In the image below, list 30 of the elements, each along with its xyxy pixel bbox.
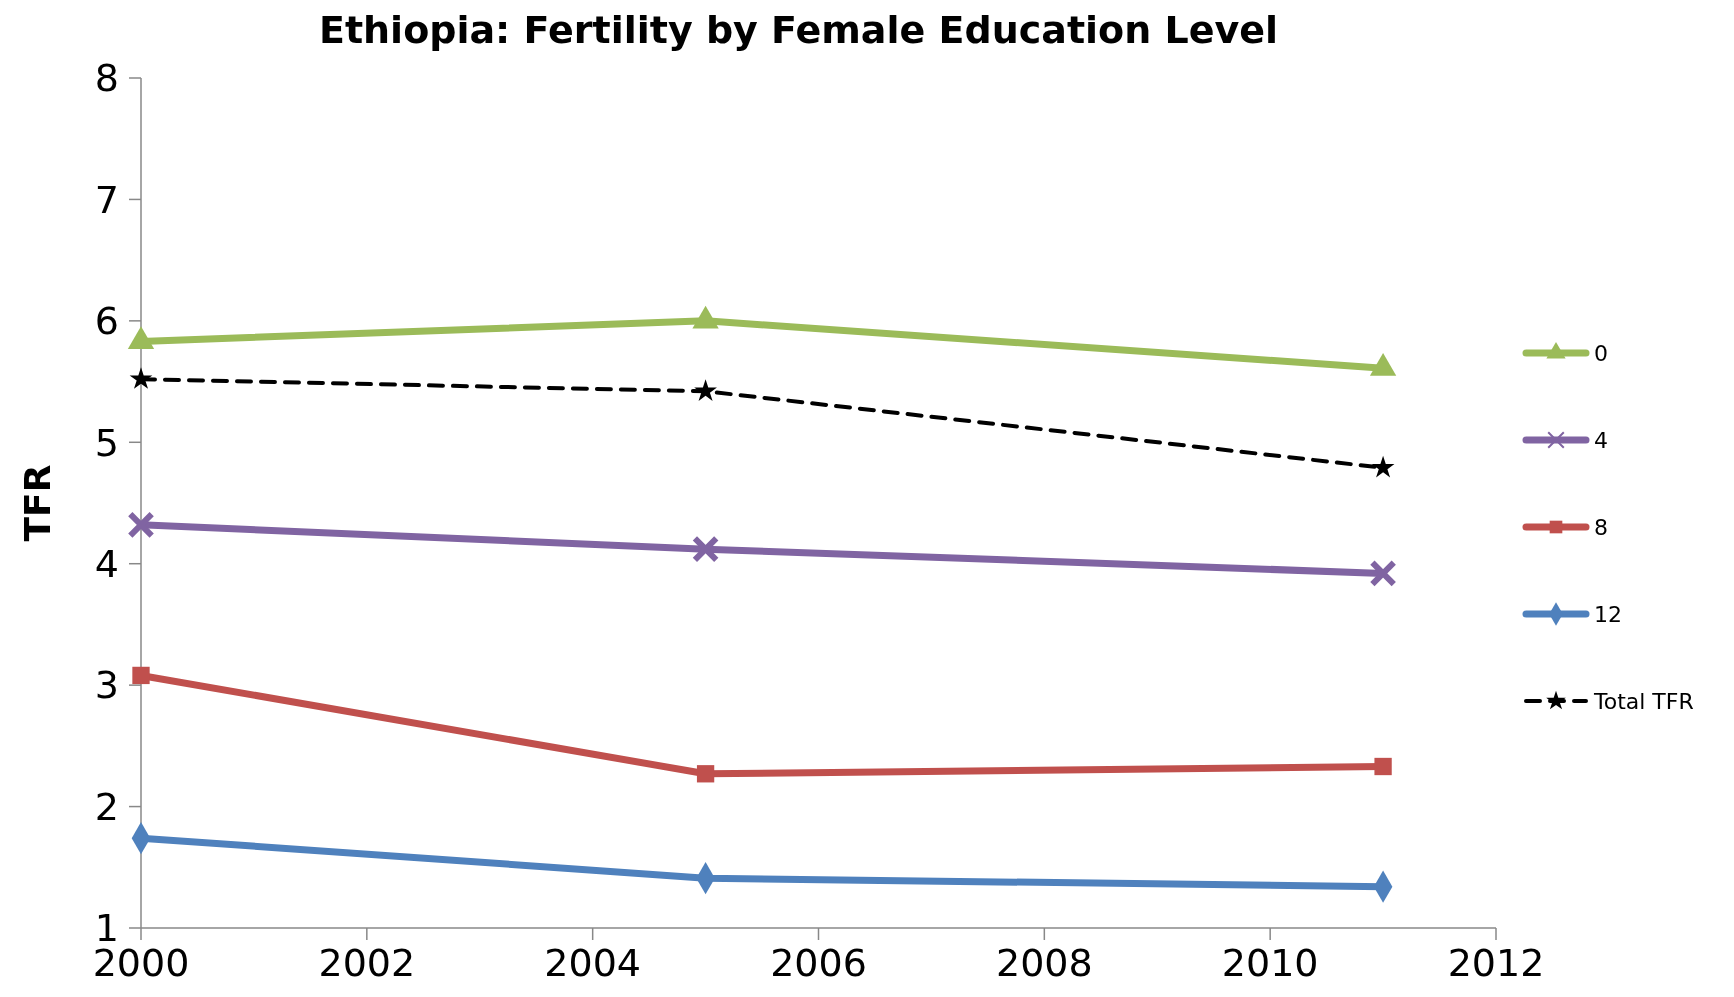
- chart-title: Ethiopia: Fertility by Female Education Level: [318, 8, 1279, 52]
- x-tick-label: 2002: [318, 941, 416, 985]
- point: [132, 666, 150, 685]
- x-tick-label: 2012: [1447, 941, 1545, 985]
- point: [127, 326, 155, 350]
- y-tick-label: 4: [94, 542, 119, 587]
- point: [127, 511, 155, 539]
- y-tick-label: 5: [94, 420, 119, 465]
- legend-label: Total TFR: [1593, 688, 1694, 714]
- x-tick-label: 2004: [544, 941, 642, 985]
- legend-label: 12: [1594, 601, 1622, 627]
- legend-label: 0: [1594, 340, 1608, 366]
- y-tick-label: 8: [94, 56, 119, 101]
- x-tick-label: 2008: [995, 941, 1093, 985]
- y-tick-label: 3: [94, 663, 119, 708]
- point: [1374, 757, 1392, 776]
- y-tick-label: 7: [94, 177, 119, 222]
- legend-label: 8: [1594, 514, 1608, 540]
- point: [691, 535, 720, 563]
- y-tick-label: 2: [94, 784, 119, 829]
- x-tick-label: 2010: [1221, 941, 1319, 985]
- y-axis-title: TFR: [17, 464, 58, 542]
- legend-label: 4: [1594, 427, 1608, 453]
- point: [696, 765, 715, 783]
- x-tick-label: 2006: [770, 941, 867, 985]
- point: [1371, 455, 1395, 478]
- point: [694, 379, 717, 401]
- y-tick-label: 6: [94, 299, 119, 344]
- point: [1369, 559, 1397, 588]
- point: [129, 367, 153, 389]
